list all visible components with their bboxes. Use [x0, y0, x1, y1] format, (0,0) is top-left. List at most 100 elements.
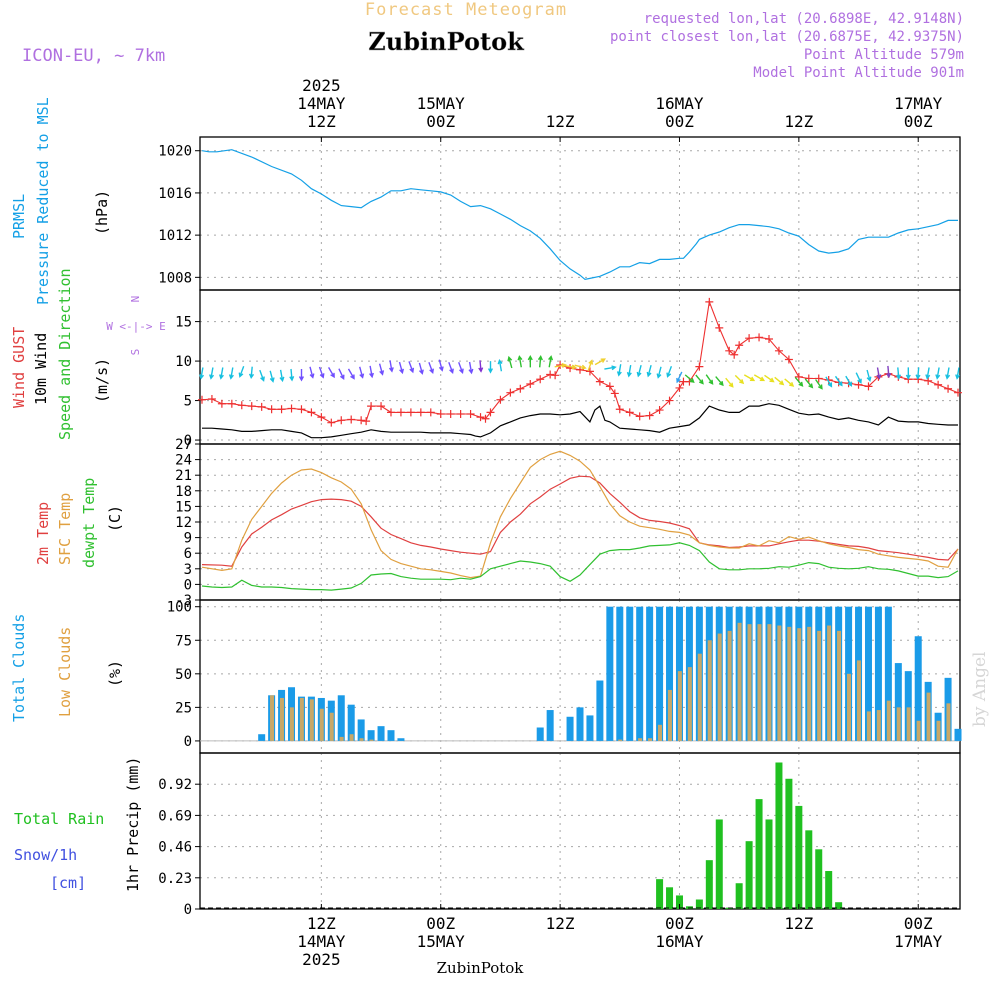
wind-arrow: [945, 367, 951, 380]
low-cloud-bar: [707, 640, 712, 741]
y-tick-label: 50: [175, 667, 192, 683]
wind-arrow: [955, 367, 961, 380]
rain-bar: [805, 830, 813, 909]
wind-arrow: [734, 374, 745, 385]
axis-unit-hpa: (hPa): [93, 190, 111, 235]
rain-bar: [735, 883, 743, 909]
bottom-time-label: 12Z: [546, 914, 575, 933]
low-cloud-bar: [737, 622, 742, 741]
low-cloud-bar: [827, 625, 832, 741]
wind-arrow: [438, 359, 444, 372]
wind-arrow: [925, 367, 931, 380]
low-cloud-bar: [926, 692, 931, 741]
y-tick-label: 0.69: [158, 808, 192, 824]
station-title: ZubinPotok: [368, 27, 525, 56]
low-cloud-bar: [886, 700, 891, 741]
gust-marker: [516, 384, 525, 393]
compass-north: N: [129, 296, 142, 303]
gust-marker: [481, 414, 490, 423]
wind-arrow: [327, 367, 335, 379]
total-cloud-bar: [636, 606, 644, 741]
gust-marker: [337, 416, 346, 425]
low-cloud-bar: [339, 736, 344, 741]
wind-arrow: [743, 374, 756, 382]
wind-arrow: [564, 364, 577, 370]
footer-station: ZubinPotok: [437, 959, 525, 977]
y-tick-label: 0: [184, 734, 192, 750]
top-time-label: 12Z: [784, 112, 813, 131]
gust-marker: [496, 395, 505, 404]
gust-marker: [605, 382, 614, 391]
y-tick-label: 24: [175, 453, 192, 469]
gust-marker: [595, 377, 604, 386]
gust-marker: [237, 401, 246, 410]
wind-arrow: [784, 378, 795, 387]
gust-marker: [357, 416, 366, 425]
y-tick-label: 75: [175, 633, 192, 649]
rain-bar: [656, 879, 664, 909]
panel-frame: [199, 136, 961, 291]
gust-marker: [257, 402, 266, 411]
top-time-label: 2025: [302, 76, 341, 95]
wind-arrow: [279, 369, 285, 383]
y-tick-label: 3: [184, 562, 192, 578]
pressure-line: [201, 149, 958, 281]
gust-marker: [197, 395, 206, 404]
total-cloud-bar: [367, 730, 375, 741]
top-time-label: 00Z: [426, 112, 455, 131]
wind-arrow: [347, 368, 355, 380]
low-cloud-bar: [618, 739, 623, 741]
wind-arrow: [866, 369, 872, 383]
gust-marker: [436, 409, 445, 418]
gust-marker: [297, 405, 306, 414]
gust-marker: [526, 379, 535, 388]
low-cloud-bar: [319, 708, 324, 741]
gust-marker: [665, 396, 674, 405]
total-cloud-bar: [258, 734, 266, 741]
rain-bar: [666, 887, 674, 909]
total-cloud-bar: [566, 716, 574, 741]
wind-arrow: [507, 355, 513, 369]
wind-arrow: [695, 374, 704, 385]
gust-marker: [735, 341, 744, 350]
low-cloud-bar: [717, 633, 722, 741]
y-tick-label: 18: [175, 484, 192, 500]
gust-marker: [615, 405, 624, 414]
wind-arrow: [248, 366, 255, 380]
gust-marker: [347, 415, 356, 424]
low-cloud-bar: [279, 697, 284, 741]
low-cloud-bar: [747, 624, 752, 741]
total-cloud-bar: [397, 738, 405, 741]
total-cloud-bar: [586, 715, 594, 741]
wind-arrow: [626, 364, 632, 378]
gust-marker: [814, 374, 823, 383]
bottom-time-label: 00Z: [904, 914, 933, 933]
wind-arrow: [458, 361, 464, 374]
rain-bar: [695, 899, 703, 909]
total-cloud-bar: [656, 606, 664, 741]
rain-bar: [825, 871, 833, 909]
wind-arrow: [259, 369, 265, 382]
total-cloud-bar: [347, 704, 355, 741]
wind-arrow: [527, 354, 533, 368]
chart-subtitle: Forecast Meteogram: [365, 0, 567, 20]
y-tick-label: 0.46: [158, 840, 192, 856]
bottom-time-label: 00Z: [665, 914, 694, 933]
low-cloud-bar: [329, 712, 334, 741]
wind-arrow: [448, 361, 454, 374]
axis-label-snow: Snow/1h: [14, 846, 77, 864]
gust-marker: [247, 402, 256, 411]
wind-arrow: [574, 364, 587, 370]
axis-label-wind-gust: Wind GUST: [10, 327, 28, 408]
total-cloud-bar: [546, 710, 554, 741]
wind-arrow: [548, 355, 554, 368]
top-time-label: 17MAY: [894, 94, 943, 113]
wind-arrow: [369, 365, 374, 379]
wind-gust-line: [201, 299, 959, 424]
wind-arrow: [289, 368, 295, 382]
wind-arrow: [616, 364, 622, 377]
temp-line-dewpt-temp: [201, 542, 959, 591]
y-tick-label: 0: [184, 433, 192, 449]
low-cloud-bar: [866, 711, 871, 741]
